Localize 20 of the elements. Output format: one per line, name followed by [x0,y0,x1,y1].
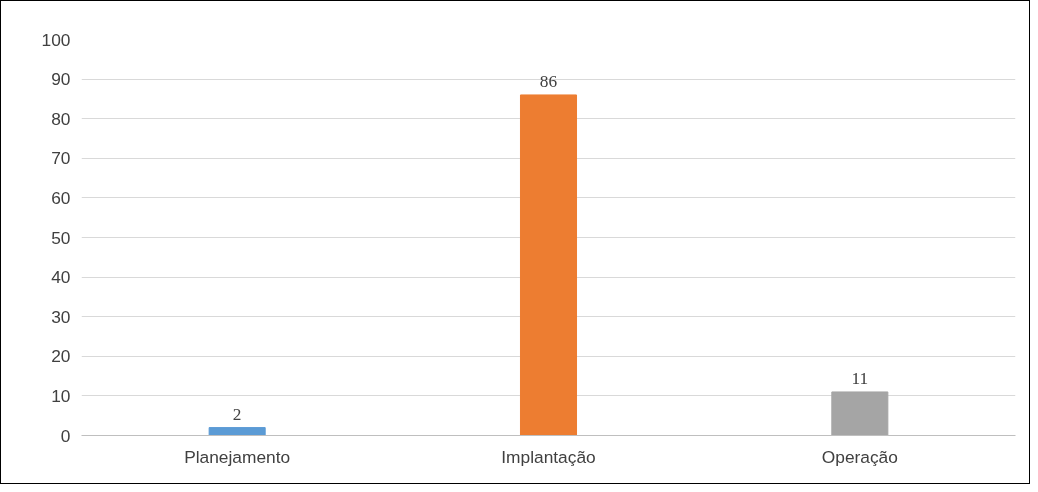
x-tick-label: Operação [821,446,898,467]
x-tick-label: Planejamento [184,446,291,467]
data-label: 2 [232,404,242,424]
y-tick-label: 90 [51,69,71,90]
bar [519,94,578,436]
y-tick-label: 70 [51,148,71,169]
data-label: 11 [851,368,869,388]
y-tick-label: 30 [51,306,71,327]
data-label: 86 [539,71,558,91]
y-tick-label: 40 [51,267,71,288]
y-tick-label: 80 [51,108,71,129]
y-tick-label: 20 [51,346,71,367]
y-tick-label: 0 [60,425,71,446]
y-tick-label: 50 [51,227,71,248]
bar [831,391,889,436]
bar [208,427,266,436]
y-tick-label: 60 [51,187,71,208]
x-tick-label: Implantação [501,446,596,467]
y-tick-label: 100 [41,29,71,50]
y-tick-label: 10 [51,385,71,406]
